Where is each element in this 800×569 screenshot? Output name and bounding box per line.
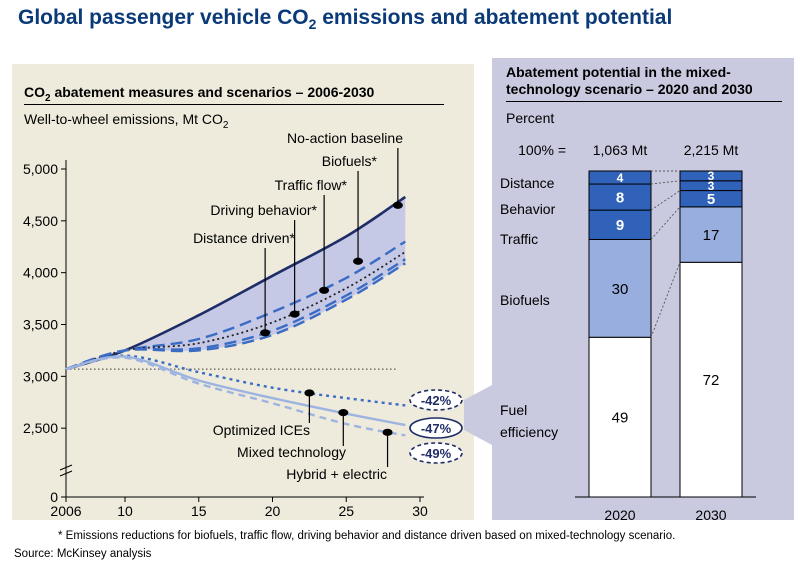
source-note: Source: McKinsey analysis bbox=[14, 548, 152, 560]
x-tick-label: 20 bbox=[265, 503, 281, 519]
segment-connector bbox=[650, 206, 681, 240]
series-label-fuel-efficiency-line2: efficiency bbox=[500, 424, 558, 440]
y-tick-label: 3,000 bbox=[23, 368, 58, 384]
series-label-distance: Distance bbox=[500, 175, 555, 191]
y-tick-label: 3,500 bbox=[23, 317, 58, 333]
category-label-2020: 2020 bbox=[604, 507, 635, 523]
bar-value-behavior-2030: 3 bbox=[708, 179, 715, 193]
bar-value-behavior-2020: 8 bbox=[616, 189, 624, 206]
segment-connector bbox=[650, 180, 681, 185]
page-title: Global passenger vehicle CO2 emissions a… bbox=[18, 6, 673, 33]
x-tick-label: 2006 bbox=[50, 503, 81, 519]
series-label-biofuels: Biofuels bbox=[500, 292, 550, 308]
x-tick-label: 10 bbox=[117, 503, 133, 519]
series-label-behavior: Behavior bbox=[500, 201, 556, 217]
right-chart-labels: 100% = 1,063 Mt 2,215 Mt 2020 2030 Fuel effici… bbox=[500, 142, 738, 523]
bar-value-traffic-2020: 9 bbox=[616, 217, 624, 234]
left-chart-title: CO2 abatement measures and scenarios – 2… bbox=[24, 84, 375, 104]
series-label-no-action-baseline: No-action baseline bbox=[287, 130, 403, 146]
series-label-fuel-efficiency-line1: Fuel bbox=[500, 402, 527, 418]
series-line-optimized-ices bbox=[65, 354, 406, 407]
series-label-driving-behavior: Driving behavior* bbox=[210, 202, 317, 218]
callout-marker bbox=[338, 409, 349, 417]
category-label-2030: 2030 bbox=[695, 507, 726, 523]
left-chart-unit: Well-to-wheel emissions, Mt CO2 bbox=[24, 111, 229, 131]
bar-segment-behavior-2020 bbox=[588, 183, 652, 211]
total-value-2020: 1,063 Mt bbox=[593, 142, 648, 158]
bar-value-distance-2030: 3 bbox=[708, 169, 715, 183]
series-line-mixed-technology bbox=[65, 355, 406, 427]
footnote: * Emissions reductions for biofuels, tra… bbox=[58, 530, 676, 542]
callout-marker bbox=[353, 257, 364, 265]
callout-marker bbox=[289, 310, 300, 318]
annotation-ellipse bbox=[409, 389, 463, 411]
bar-value-fuel-efficiency-2020: 49 bbox=[612, 410, 629, 427]
callout-marker bbox=[260, 329, 271, 337]
series-label-optimized-ices: Optimized ICEs bbox=[213, 422, 310, 438]
y-tick-label: 5,000 bbox=[23, 161, 58, 177]
right-chart-title: Abatement potential in the mixed-technol… bbox=[506, 64, 753, 97]
annotation-label: -42% bbox=[421, 393, 452, 408]
bar-segment-distance-2020 bbox=[588, 170, 652, 185]
y-tick-label: 2,500 bbox=[23, 420, 58, 436]
total-value-2030: 2,215 Mt bbox=[684, 142, 739, 158]
series-line-hybrid-electric bbox=[65, 356, 406, 437]
bar-segment-fuel-efficiency-2020 bbox=[588, 336, 652, 498]
bar-value-traffic-2030: 5 bbox=[707, 191, 715, 208]
series-label-biofuels: Biofuels* bbox=[322, 153, 378, 169]
x-tick-label: 25 bbox=[338, 503, 354, 519]
series-label-traffic: Traffic bbox=[500, 231, 538, 247]
x-tick-label: 15 bbox=[191, 503, 207, 519]
left-chart-axes: 0 2,500 3,000 3,500 4,000 4,500 5,000 2006 10 15 2… bbox=[23, 160, 428, 519]
annotation-ellipse bbox=[409, 417, 463, 439]
annotation-label: -47% bbox=[421, 421, 452, 436]
bar-segment-distance-2030 bbox=[679, 170, 743, 182]
segment-connector bbox=[650, 190, 681, 211]
y-axis-break-mark bbox=[59, 470, 73, 477]
right-chart-unit: Percent bbox=[506, 110, 555, 126]
y-tick-label: 4,000 bbox=[23, 265, 58, 281]
callout-marker bbox=[392, 201, 403, 209]
annotation-ellipse bbox=[409, 442, 463, 464]
bar-value-biofuels-2020: 30 bbox=[612, 281, 629, 298]
right-title-rule bbox=[506, 101, 782, 102]
segment-connector bbox=[650, 262, 681, 338]
left-title-rule bbox=[24, 104, 444, 105]
callout-marker bbox=[382, 428, 393, 436]
bar-segment-traffic-2020 bbox=[588, 209, 652, 240]
bar-value-distance-2020: 4 bbox=[617, 171, 624, 185]
bar-segment-biofuels-2020 bbox=[588, 238, 652, 338]
callout-marker bbox=[304, 389, 315, 397]
bar-segment-fuel-efficiency-2030 bbox=[679, 261, 743, 498]
series-label-mixed-technology: Mixed technology bbox=[237, 444, 346, 460]
left-chart-labels: No-action baseline Biofuels* Traffic flow*… bbox=[193, 130, 463, 482]
bar-value-fuel-efficiency-2030: 72 bbox=[703, 372, 720, 389]
x-tick-label: 30 bbox=[412, 503, 428, 519]
annotation-label: -49% bbox=[421, 446, 452, 461]
y-axis-break-mark bbox=[59, 464, 73, 471]
series-label-distance-driven: Distance driven* bbox=[193, 230, 295, 246]
totals-label: 100% = bbox=[518, 142, 566, 158]
callout-marker bbox=[319, 286, 330, 294]
abatement-wedge bbox=[66, 197, 406, 370]
y-tick-label: 0 bbox=[50, 489, 58, 505]
series-line-distance-driven bbox=[65, 262, 406, 371]
y-tick-label: 4,500 bbox=[23, 213, 58, 229]
series-label-hybrid-electric: Hybrid + electric bbox=[286, 466, 387, 482]
series-label-traffic-flow: Traffic flow* bbox=[275, 177, 348, 193]
bar-value-biofuels-2030: 17 bbox=[703, 227, 720, 244]
